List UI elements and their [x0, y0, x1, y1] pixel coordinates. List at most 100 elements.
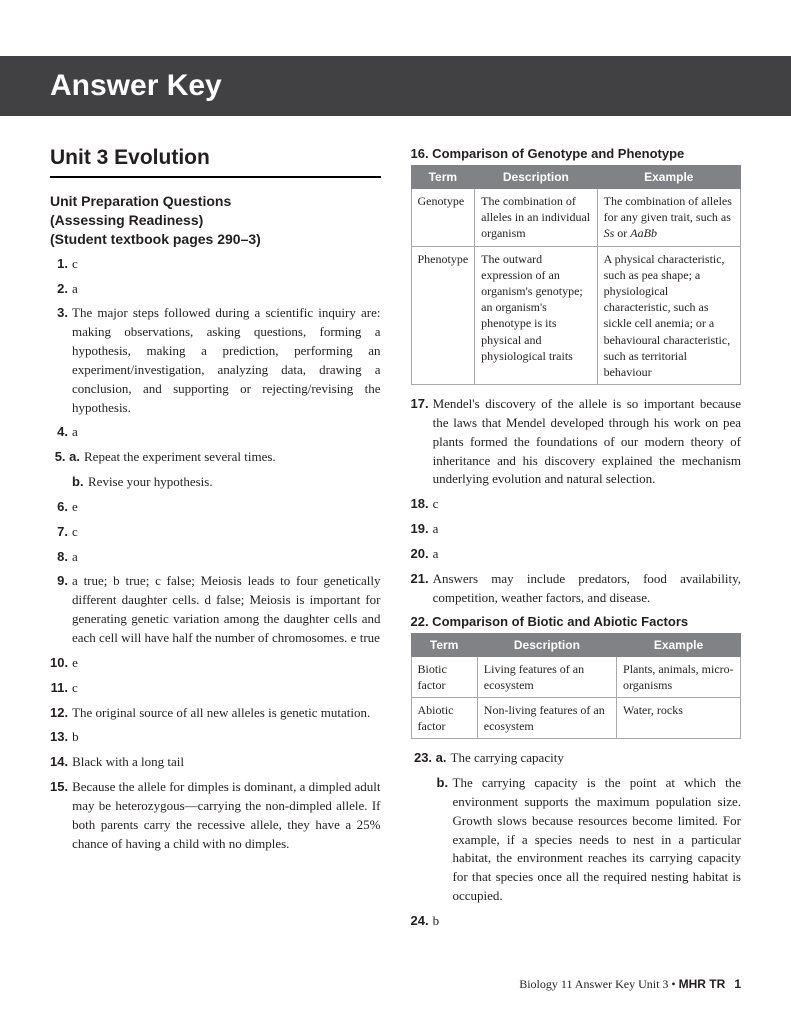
table-header: Term [411, 166, 475, 189]
unit-rule [50, 176, 381, 178]
cell-text: or [614, 226, 630, 240]
answer-text: The carrying capacity is the point at wh… [453, 774, 742, 906]
page-number: 1 [734, 977, 741, 991]
table-cell: Biotic factor [411, 656, 477, 697]
answer-num: 23. a. [411, 749, 451, 768]
table-cell: The outward expression of an organism's … [475, 246, 597, 385]
answer-6: 6.e [50, 498, 381, 517]
answer-text: b [433, 912, 741, 931]
answer-19: 19.a [411, 520, 742, 539]
answer-4: 4.a [50, 423, 381, 442]
table-header: Description [477, 633, 616, 656]
answer-num: 1. [50, 255, 72, 274]
answer-text: Repeat the experiment several times. [84, 448, 381, 467]
table-header: Term [411, 633, 477, 656]
right-column: 16. Comparison of Genotype and Phenotype… [411, 146, 742, 937]
table-22: Term Description Example Biotic factor L… [411, 633, 742, 740]
answer-num: 19. [411, 520, 433, 539]
answer-num: 24. [411, 912, 433, 931]
answer-17: 17.Mendel's discovery of the allele is s… [411, 395, 742, 489]
answer-text: The original source of all new alleles i… [72, 704, 380, 723]
table-header-row: Term Description Example [411, 166, 741, 189]
left-answers: 1.c 2.a 3.The major steps followed durin… [50, 255, 381, 854]
answer-23a: 23. a.The carrying capacity [411, 749, 742, 768]
answer-num: 3. [50, 304, 72, 417]
right-answers-1: 17.Mendel's discovery of the allele is s… [411, 395, 742, 607]
unit-title: Unit 3 Evolution [50, 146, 381, 170]
answer-13: 13.b [50, 728, 381, 747]
table-cell: Phenotype [411, 246, 475, 385]
table-cell: A physical characteristic, such as pea s… [597, 246, 740, 385]
answer-sub-num: b. [72, 473, 88, 492]
answer-text: e [72, 654, 380, 673]
answer-text: c [433, 495, 741, 514]
left-column: Unit 3 Evolution Unit Preparation Questi… [50, 146, 381, 937]
table-cell: Genotype [411, 189, 475, 247]
table-header: Example [617, 633, 741, 656]
answer-18: 18.c [411, 495, 742, 514]
answer-text: Because the allele for dimples is domina… [72, 778, 380, 853]
answer-2: 2.a [50, 280, 381, 299]
answer-15: 15.Because the allele for dimples is dom… [50, 778, 381, 853]
right-answers-2: 23. a.The carrying capacity b.The carryi… [411, 749, 742, 931]
table-cell: Non-living features of an ecosystem [477, 697, 616, 738]
answer-1: 1.c [50, 255, 381, 274]
footer-bold: MHR TR [679, 977, 726, 991]
answer-num: 7. [50, 523, 72, 542]
cell-italic: AaBb [630, 226, 657, 240]
answer-num: 21. [411, 570, 433, 608]
section-heading-3: (Student textbook pages 290–3) [50, 230, 381, 249]
answer-text: a true; b true; c false; Meiosis leads t… [72, 572, 381, 647]
table-row: Biotic factor Living features of an ecos… [411, 656, 741, 697]
cell-text: The combination of alleles for any given… [604, 194, 732, 224]
answer-24: 24.b [411, 912, 742, 931]
section-heading-2: (Assessing Readiness) [50, 211, 381, 230]
table-16-title: 16. Comparison of Genotype and Phenotype [411, 146, 742, 161]
answer-text: The major steps followed during a scient… [72, 304, 381, 417]
answer-20: 20.a [411, 545, 742, 564]
answer-text: Revise your hypothesis. [88, 473, 381, 492]
answer-text: a [433, 545, 741, 564]
answer-num: 6. [50, 498, 72, 517]
table-cell: The combination of alleles for any given… [597, 189, 740, 247]
answer-text: a [72, 423, 381, 442]
answer-num: 5. a. [50, 448, 84, 467]
content-area: Unit 3 Evolution Unit Preparation Questi… [50, 146, 741, 937]
table-header: Example [597, 166, 740, 189]
answer-text: c [72, 523, 381, 542]
answer-text: Answers may include predators, food avai… [433, 570, 741, 608]
answer-num: 10. [50, 654, 72, 673]
table-cell: Plants, animals, micro-organisms [617, 656, 741, 697]
table-cell: Abiotic factor [411, 697, 477, 738]
cell-italic: Ss [604, 226, 615, 240]
table-cell: Water, rocks [617, 697, 741, 738]
header-band: Answer Key [0, 56, 791, 116]
table-22-title: 22. Comparison of Biotic and Abiotic Fac… [411, 614, 742, 629]
answer-text: a [72, 548, 381, 567]
answer-num: 8. [50, 548, 72, 567]
answer-21: 21.Answers may include predators, food a… [411, 570, 742, 608]
answer-text: Mendel's discovery of the allele is so i… [433, 395, 741, 489]
answer-num: 17. [411, 395, 433, 489]
answer-num: 15. [50, 778, 72, 853]
answer-text: c [72, 679, 381, 698]
table-cell: The combination of alleles in an individ… [475, 189, 597, 247]
table-16: Term Description Example Genotype The co… [411, 165, 742, 385]
answer-9: 9.a true; b true; c false; Meiosis leads… [50, 572, 381, 647]
answer-text: b [72, 728, 380, 747]
answer-text: c [72, 255, 381, 274]
answer-10: 10.e [50, 654, 381, 673]
answer-text: e [72, 498, 381, 517]
footer-text: Biology 11 Answer Key Unit 3 • [519, 977, 678, 991]
answer-num: 14. [50, 753, 72, 772]
answer-3: 3.The major steps followed during a scie… [50, 304, 381, 417]
table-row: Phenotype The outward expression of an o… [411, 246, 741, 385]
answer-sub-num: b. [437, 774, 453, 906]
answer-num: 13. [50, 728, 72, 747]
answer-5b: b.Revise your hypothesis. [50, 473, 381, 492]
answer-num: 11. [50, 679, 72, 698]
answer-num: 2. [50, 280, 72, 299]
section-heading-1: Unit Preparation Questions [50, 192, 381, 211]
answer-num: 12. [50, 704, 72, 723]
page-title: Answer Key [50, 69, 222, 103]
